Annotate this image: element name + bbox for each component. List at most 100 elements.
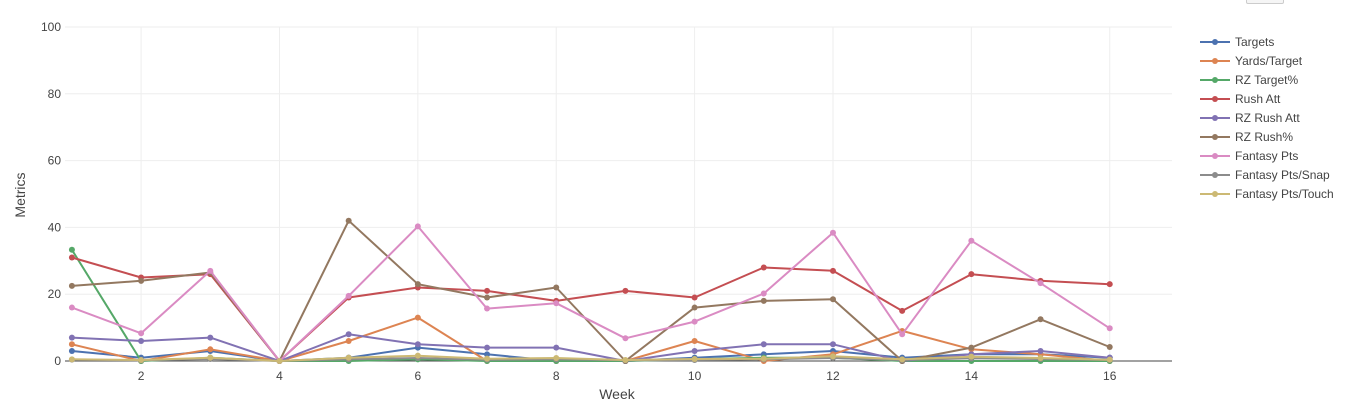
legend-label-fantasy-pts: Fantasy Pts (1235, 149, 1298, 163)
legend-item-rz-target[interactable]: RZ Target% (1200, 73, 1298, 87)
legend-marker-targets (1212, 39, 1218, 45)
data-point-fantasy-pts-touch (1037, 354, 1044, 361)
data-point-fantasy-pts (68, 304, 75, 311)
data-point-rush-att (484, 287, 491, 294)
data-point-fantasy-pts-touch (68, 356, 75, 363)
data-point-fantasy-pts-touch (276, 358, 283, 364)
data-point-yards-target (691, 337, 698, 344)
legend-label-rz-rush-att: RZ Rush Att (1235, 111, 1300, 125)
legend-label-rush-att: Rush Att (1235, 92, 1281, 106)
x-tick-label: 2 (138, 369, 145, 383)
data-point-targets (68, 347, 75, 354)
y-tick-label: 0 (54, 354, 61, 368)
legend-marker-rush-att (1212, 96, 1218, 102)
data-point-fantasy-pts-touch (622, 356, 629, 363)
data-point-fantasy-pts (829, 229, 836, 236)
data-point-fantasy-pts (1106, 325, 1113, 332)
data-point-fantasy-pts (899, 331, 906, 338)
data-point-rz-rush-att (691, 347, 698, 354)
data-point-rz-target (68, 246, 75, 253)
data-point-fantasy-pts (622, 335, 629, 342)
data-point-rush-att (829, 267, 836, 274)
x-tick-label: 8 (553, 369, 560, 383)
data-point-rush-att (760, 264, 767, 271)
data-point-fantasy-pts (345, 292, 352, 299)
legend[interactable]: Targets Yards/Target RZ Target% Rush Att RZ … (1200, 35, 1334, 201)
legend-label-targets: Targets (1235, 35, 1274, 49)
data-point-yards-target (414, 314, 421, 321)
data-point-fantasy-pts-touch (345, 354, 352, 361)
legend-label-rz-target: RZ Target% (1235, 73, 1298, 87)
data-point-rz-rush (1106, 343, 1113, 350)
data-point-yards-target (207, 346, 214, 353)
data-point-rz-rush (345, 217, 352, 224)
data-point-rz-rush (414, 281, 421, 288)
data-point-targets (484, 351, 491, 358)
data-point-rush-att (899, 307, 906, 314)
data-point-fantasy-pts-touch (553, 354, 560, 361)
legend-item-rush-att[interactable]: Rush Att (1200, 92, 1281, 106)
y-tick-label: 40 (48, 220, 62, 234)
data-point-fantasy-pts-touch (760, 355, 767, 362)
y-tick-label: 100 (41, 20, 61, 34)
x-axis: 2 4 6 8 10 12 14 16 (65, 360, 1172, 383)
data-point-rz-rush-att (553, 344, 560, 351)
data-point-fantasy-pts-touch (968, 353, 975, 360)
legend-item-rz-rush-att[interactable]: RZ Rush Att (1200, 111, 1300, 125)
data-point-rz-rush-att (68, 334, 75, 341)
data-point-fantasy-pts (760, 290, 767, 297)
series-line-rz-rush (71, 219, 1111, 362)
data-point-fantasy-pts (207, 267, 214, 274)
data-point-fantasy-pts (484, 305, 491, 312)
legend-marker-fantasy-pts-snap (1212, 172, 1218, 178)
data-point-rz-rush-att (207, 334, 214, 341)
data-point-yards-target (68, 341, 75, 348)
x-tick-label: 14 (965, 369, 979, 383)
x-axis-title: Week (599, 386, 636, 402)
data-point-rz-rush-att (760, 341, 767, 348)
data-point-rz-rush (829, 296, 836, 303)
legend-item-rz-rush[interactable]: RZ Rush% (1200, 130, 1293, 144)
y-axis: 0 20 40 60 80 100 (41, 20, 61, 368)
data-point-rz-rush-att (345, 331, 352, 338)
legend-label-rz-rush: RZ Rush% (1235, 130, 1293, 144)
y-axis-title: Metrics (12, 172, 28, 217)
y-tick-label: 60 (48, 154, 62, 168)
grid-lines (65, 26, 1172, 361)
x-tick-label: 12 (826, 369, 840, 383)
legend-item-targets[interactable]: Targets (1200, 35, 1274, 49)
x-tick-label: 4 (276, 369, 283, 383)
data-point-fantasy-pts-touch (484, 355, 491, 362)
data-point-rz-rush (68, 282, 75, 289)
data-point-rz-rush-att (138, 337, 145, 344)
legend-item-yards-target[interactable]: Yards/Target (1200, 54, 1303, 68)
modebar-tab[interactable] (1246, 0, 1284, 4)
legend-label-yards-target: Yards/Target (1235, 54, 1303, 68)
data-point-rz-rush (484, 294, 491, 301)
data-point-rz-rush-att (1037, 347, 1044, 354)
legend-marker-rz-rush (1212, 134, 1218, 140)
legend-label-fantasy-pts-snap: Fantasy Pts/Snap (1235, 168, 1330, 182)
x-tick-label: 6 (415, 369, 422, 383)
data-point-fantasy-pts-touch (1106, 356, 1113, 363)
data-point-fantasy-pts-touch (207, 354, 214, 361)
data-point-fantasy-pts-touch (899, 356, 906, 363)
x-tick-label: 16 (1103, 369, 1117, 383)
data-point-rush-att (691, 294, 698, 301)
data-point-rush-att (968, 271, 975, 278)
data-point-rush-att (622, 287, 629, 294)
legend-label-fantasy-pts-touch: Fantasy Pts/Touch (1235, 187, 1334, 201)
data-point-rz-rush (760, 297, 767, 304)
series-line-fantasy-pts-touch (71, 354, 1110, 362)
data-point-fantasy-pts-touch (829, 353, 836, 360)
legend-item-fantasy-pts-touch[interactable]: Fantasy Pts/Touch (1200, 187, 1334, 201)
legend-marker-yards-target (1212, 58, 1218, 64)
data-point-yards-target (345, 337, 352, 344)
data-point-rz-rush (138, 277, 145, 284)
data-point-fantasy-pts (691, 318, 698, 325)
data-point-rz-rush-att (829, 341, 836, 348)
x-tick-label: 10 (688, 369, 702, 383)
legend-item-fantasy-pts[interactable]: Fantasy Pts (1200, 149, 1298, 163)
legend-item-fantasy-pts-snap[interactable]: Fantasy Pts/Snap (1200, 168, 1330, 182)
data-point-fantasy-pts (968, 237, 975, 244)
